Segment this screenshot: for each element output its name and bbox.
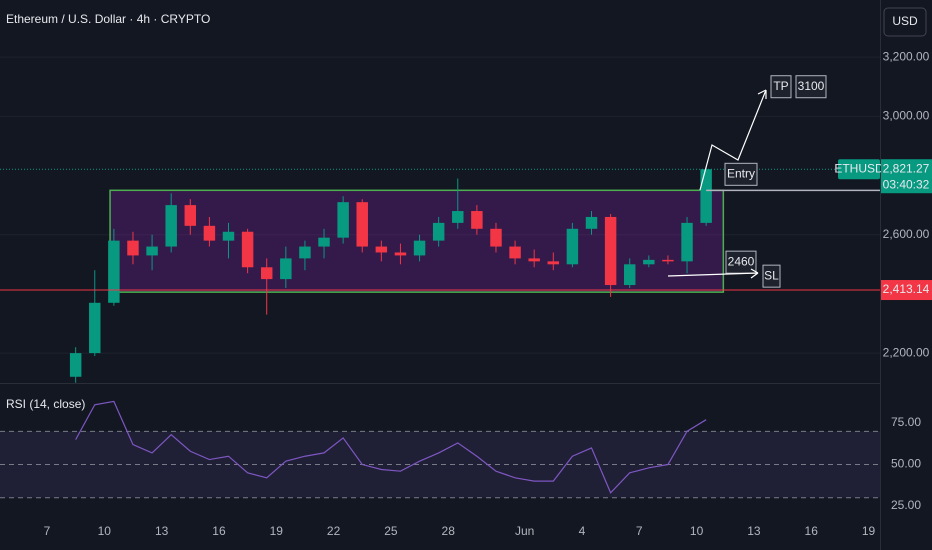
candle-body — [375, 246, 388, 253]
candle-body — [413, 240, 426, 256]
candle-body — [108, 240, 120, 303]
candle-body — [681, 222, 693, 262]
x-tick-label: 13 — [747, 524, 761, 538]
x-tick-label: Jun — [515, 524, 534, 538]
x-tick-label: 28 — [442, 524, 456, 538]
rsi-line — [75, 400, 707, 494]
x-tick-label: 7 — [44, 524, 51, 538]
tp-box — [770, 75, 792, 99]
last-price-box — [881, 159, 932, 194]
candle-body — [184, 205, 197, 226]
rsi-tick-label: 50.00 — [891, 457, 921, 471]
symbol-title: Ethereum / U.S. Dollar · 4h · CRYPTO — [6, 12, 210, 26]
x-tick-label: 22 — [327, 524, 341, 538]
entry-box — [724, 162, 758, 186]
candle-body — [299, 246, 311, 259]
currency-button[interactable] — [883, 7, 927, 37]
plot-layer: 2,200.00 2,600.00 3,000.00 3,200.00 2,413.14… — [0, 49, 932, 538]
x-tick-label: 19 — [862, 524, 876, 538]
candle-body — [69, 353, 82, 377]
candle-body — [146, 246, 158, 256]
candle-body — [509, 246, 521, 259]
countdown-label: 03:40:32 — [883, 177, 930, 191]
x-tick-label: 19 — [270, 524, 284, 538]
candle-body — [528, 258, 540, 262]
candle-body — [585, 216, 598, 229]
y-tick-label: 2,200.00 — [883, 345, 930, 359]
candle-body — [566, 228, 579, 265]
x-tick-label: 4 — [579, 524, 586, 538]
x-tick-label: 10 — [690, 524, 704, 538]
candle-body — [452, 211, 464, 223]
tp-arrow-head — [757, 89, 767, 99]
y-tick-label: 3,200.00 — [883, 49, 930, 63]
x-tick-label: 16 — [212, 524, 226, 538]
candle-body — [203, 225, 216, 241]
candle-body — [471, 211, 483, 229]
currency[interactable]: USD — [892, 14, 918, 28]
candle-body — [643, 259, 655, 265]
candle-body — [89, 302, 101, 354]
rsi-tick-label: 25.00 — [891, 498, 921, 512]
sl-label: SL — [764, 268, 779, 282]
candle-body — [127, 240, 139, 256]
y-tick-label: 3,000.00 — [883, 108, 930, 122]
candle-body — [356, 202, 368, 247]
symbol-box — [838, 159, 880, 180]
x-tick-label: 7 — [636, 524, 643, 538]
tp-label: TP — [773, 79, 788, 93]
candle-body — [337, 202, 349, 238]
candle-body — [604, 216, 617, 286]
entry-label: Entry — [727, 166, 755, 180]
x-tick-label: 10 — [98, 524, 112, 538]
candle-body — [623, 264, 636, 286]
candle-body — [662, 259, 674, 262]
candle-body — [318, 237, 330, 247]
rsi-title: RSI (14, close) — [6, 397, 85, 411]
sl-arrow — [667, 268, 759, 279]
candle-body — [222, 231, 235, 241]
candle-body — [700, 169, 712, 223]
x-tick-label: 13 — [155, 524, 169, 538]
candle-body — [280, 258, 292, 280]
sl-value: 2460 — [728, 254, 755, 268]
stop-price-box — [881, 280, 932, 301]
stop-price-label: 2,413.14 — [883, 282, 930, 296]
tp-value-box — [795, 75, 827, 99]
rsi-tick-label: 75.00 — [891, 415, 921, 429]
y-tick-label: 2,600.00 — [883, 227, 930, 241]
candle-body — [432, 222, 445, 241]
x-tick-label: 16 — [805, 524, 819, 538]
candle-body — [165, 205, 177, 247]
candle-body — [547, 261, 560, 265]
tp-value: 3100 — [798, 79, 825, 93]
candle-body — [241, 231, 254, 268]
candle-body — [260, 267, 273, 280]
sl-box — [762, 264, 781, 288]
symbol-label: ETHUSD — [834, 161, 884, 175]
last-price-label: 2,821.27 — [883, 161, 930, 175]
candle-body — [394, 252, 407, 256]
tp-arrow — [699, 89, 767, 191]
candle-body — [490, 228, 502, 247]
x-tick-label: 25 — [384, 524, 398, 538]
